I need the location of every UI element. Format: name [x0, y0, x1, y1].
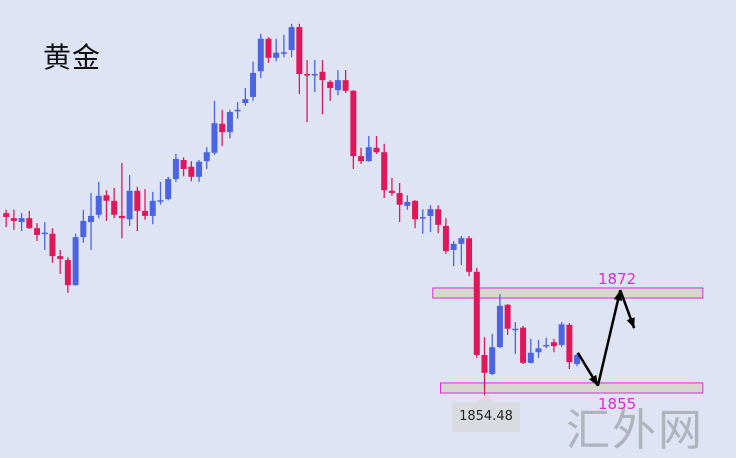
candle-body: [566, 324, 573, 363]
candle-body: [535, 348, 542, 353]
candle-body: [10, 218, 17, 221]
candle-body: [234, 109, 241, 112]
candle-body: [481, 355, 488, 373]
candle-body: [311, 74, 318, 76]
candle-body: [296, 27, 303, 75]
candle-body: [265, 38, 272, 58]
candle-body: [80, 220, 87, 238]
candle-body: [412, 200, 419, 220]
low-price-label: 1854.48: [452, 394, 520, 432]
candle-body: [381, 152, 388, 191]
candle-body: [504, 304, 511, 329]
candle-body: [250, 72, 257, 97]
candle-body: [327, 81, 334, 88]
candle-body: [111, 200, 118, 215]
candle-body: [520, 327, 527, 363]
candle-body: [134, 190, 141, 211]
support-label: 1855: [598, 395, 637, 413]
candle-body: [3, 213, 10, 218]
candle-body: [88, 215, 95, 223]
candle-body: [396, 193, 403, 205]
candle-body: [473, 271, 480, 356]
candle-body: [388, 190, 395, 194]
candle-body: [64, 260, 71, 286]
candle-body: [57, 256, 64, 259]
candle-body: [319, 71, 326, 81]
candle-body: [543, 344, 550, 347]
candle-body: [280, 52, 287, 54]
candle-body: [442, 225, 449, 252]
candle-body: [288, 27, 295, 50]
candle-body: [226, 112, 233, 133]
candle-body: [435, 209, 442, 225]
candle-body: [550, 342, 557, 347]
candle-body: [365, 147, 372, 162]
support-zone: [440, 382, 704, 394]
candle-body: [157, 200, 164, 202]
candle-body: [427, 209, 434, 216]
candle-body: [334, 80, 341, 91]
candle-body: [527, 352, 534, 363]
candle-body: [26, 218, 33, 229]
candle-body: [219, 123, 226, 133]
candle-body: [342, 80, 349, 91]
candle-body: [458, 238, 465, 244]
candle-body: [165, 179, 172, 200]
candle-body: [273, 52, 280, 58]
forecast-arrow: [596, 289, 622, 387]
forecast-arrow-head: [626, 317, 635, 329]
resistance-zone: [432, 287, 704, 299]
candle-body: [126, 190, 133, 220]
candle-body: [496, 305, 503, 348]
chart-title: 黄金: [43, 41, 102, 74]
candle-body: [118, 215, 125, 219]
candlestick-plot: [3, 23, 704, 401]
candle-body: [203, 152, 210, 162]
candle-body: [242, 99, 249, 104]
candle-body: [450, 243, 457, 250]
forecast-arrow-head: [588, 374, 598, 386]
candle-body: [257, 38, 264, 72]
watermark: 汇外网: [566, 405, 704, 456]
candle-body: [142, 210, 149, 216]
candle-body: [72, 237, 79, 286]
candle-body: [358, 156, 365, 162]
candle-body: [172, 158, 179, 180]
candle-body: [373, 147, 380, 153]
chart: 黄金 1872 1855 1854.48 汇外网: [3, 23, 704, 456]
candle-body: [512, 328, 519, 331]
candle-body: [49, 233, 56, 257]
candle-body: [304, 74, 311, 76]
candle-body: [489, 347, 496, 375]
candle-body: [41, 232, 48, 235]
candle-body: [404, 201, 411, 206]
candle-body: [419, 217, 426, 219]
candle-body: [180, 160, 187, 169]
candle-body: [149, 200, 156, 216]
candle-body: [466, 238, 473, 272]
candle-body: [95, 195, 102, 215]
candle-body: [574, 355, 581, 364]
candle-body: [188, 166, 195, 177]
resistance-label: 1872: [598, 270, 637, 288]
candle-body: [103, 195, 110, 201]
candle-body: [34, 228, 41, 235]
candle-body: [196, 161, 203, 177]
candle-body: [350, 90, 357, 157]
candle-body: [18, 218, 25, 223]
candle-body: [558, 324, 565, 345]
candle-body: [211, 123, 218, 153]
